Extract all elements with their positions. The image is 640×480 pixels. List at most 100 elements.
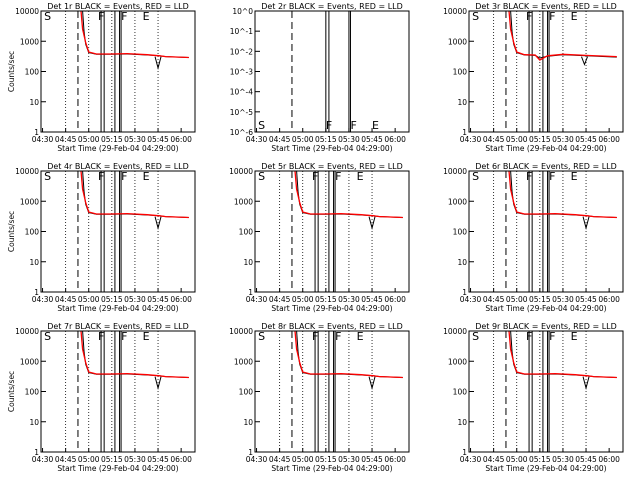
y-axis-label: Counts/sec — [7, 371, 16, 412]
events-dip — [582, 216, 590, 231]
x-tick-label: 05:45 — [575, 135, 597, 144]
x-tick-label: 06:00 — [170, 455, 192, 464]
y-tick-label: 1000 — [448, 357, 467, 366]
plot-frame — [40, 10, 196, 133]
x-tick-label: 05:45 — [575, 295, 597, 304]
y-axis-label: Counts/sec — [7, 211, 16, 252]
x-tick-label: 06:00 — [384, 295, 406, 304]
y-tick-label: 10^-3 — [230, 68, 254, 77]
lld-series-line — [508, 11, 617, 61]
x-tick-label: 05:30 — [338, 135, 360, 144]
x-tick-label: 05:30 — [338, 455, 360, 464]
events-dip — [368, 376, 376, 391]
lld-series-line — [80, 331, 189, 379]
marker-label: F — [121, 330, 127, 343]
x-tick-label: 05:30 — [552, 455, 574, 464]
x-tick-label: 05:15 — [101, 295, 123, 304]
x-tick-label: 05:30 — [552, 135, 574, 144]
events-dip — [154, 376, 162, 391]
marker-label: E — [571, 330, 578, 343]
y-tick-label: 10^-2 — [230, 47, 254, 56]
y-tick-label: 1000 — [20, 197, 39, 206]
x-tick-label: 04:45 — [269, 135, 291, 144]
x-tick-label: 04:30 — [246, 135, 268, 144]
x-tick-label: 05:00 — [506, 295, 528, 304]
x-axis-label: Start Time (29-Feb-04 04:29:00) — [271, 304, 392, 313]
x-tick-label: 05:30 — [338, 295, 360, 304]
x-tick-label: 06:00 — [384, 135, 406, 144]
y-axis-label: Counts/sec — [7, 51, 16, 92]
lld-series-line — [508, 171, 617, 219]
x-tick-label: 05:15 — [315, 455, 337, 464]
y-tick-label: 10 — [457, 418, 467, 427]
x-axis-label: Start Time (29-Feb-04 04:29:00) — [485, 304, 606, 313]
y-tick-label: 100 — [453, 68, 468, 77]
marker-label: S — [258, 330, 265, 343]
x-tick-label: 05:15 — [101, 135, 123, 144]
x-tick-label: 05:45 — [575, 455, 597, 464]
panel-title: Det 3r BLACK = Events, RED = LLD — [475, 2, 617, 11]
lld-series-line — [294, 171, 403, 219]
marker-label: E — [357, 330, 364, 343]
marker-label: F — [312, 330, 318, 343]
y-tick-label: 1000 — [234, 357, 253, 366]
x-tick-label: 05:00 — [78, 455, 100, 464]
y-tick-label: 10 — [457, 258, 467, 267]
marker-label: F — [549, 170, 555, 183]
x-axis-label: Start Time (29-Feb-04 04:29:00) — [57, 304, 178, 313]
marker-label: E — [143, 170, 150, 183]
y-tick-label: 10^-4 — [230, 88, 254, 97]
x-tick-label: 05:15 — [529, 135, 551, 144]
lld-series-line — [80, 171, 189, 219]
x-tick-label: 04:30 — [32, 295, 54, 304]
plot-frame — [254, 170, 410, 293]
x-tick-label: 06:00 — [598, 455, 620, 464]
x-tick-label: 04:30 — [460, 135, 482, 144]
x-tick-label: 05:30 — [124, 295, 146, 304]
y-tick-label: 10 — [29, 418, 39, 427]
plot-area — [493, 11, 617, 132]
y-tick-label: 10 — [243, 418, 253, 427]
marker-label: F — [526, 170, 532, 183]
events-dip — [154, 56, 162, 71]
x-tick-label: 04:45 — [269, 295, 291, 304]
panel-title: Det 9r BLACK = Events, RED = LLD — [475, 322, 617, 331]
marker-label: S — [472, 330, 479, 343]
x-tick-label: 05:30 — [124, 135, 146, 144]
events-dip — [154, 216, 162, 231]
x-tick-label: 05:45 — [147, 295, 169, 304]
marker-label: E — [143, 10, 150, 23]
marker-label: F — [549, 10, 555, 23]
x-axis-label: Start Time (29-Feb-04 04:29:00) — [57, 464, 178, 473]
x-tick-label: 05:30 — [124, 455, 146, 464]
y-tick-label: 10 — [457, 98, 467, 107]
x-tick-label: 04:30 — [246, 455, 268, 464]
x-tick-label: 06:00 — [598, 135, 620, 144]
x-tick-label: 05:15 — [315, 295, 337, 304]
y-tick-label: 10000 — [443, 167, 467, 176]
x-tick-label: 05:45 — [361, 455, 383, 464]
marker-label: F — [335, 170, 341, 183]
x-tick-label: 05:00 — [78, 295, 100, 304]
x-tick-label: 04:30 — [460, 455, 482, 464]
x-tick-label: 05:00 — [292, 455, 314, 464]
x-tick-label: 05:45 — [147, 135, 169, 144]
marker-label: F — [98, 170, 104, 183]
y-tick-label: 100 — [453, 388, 468, 397]
x-tick-label: 05:15 — [101, 455, 123, 464]
x-axis-label: Start Time (29-Feb-04 04:29:00) — [485, 464, 606, 473]
x-tick-label: 05:15 — [529, 455, 551, 464]
marker-label: F — [98, 10, 104, 23]
y-tick-label: 10^-5 — [230, 108, 254, 117]
x-tick-label: 04:30 — [460, 295, 482, 304]
y-tick-label: 10000 — [229, 327, 253, 336]
y-tick-label: 1 — [248, 288, 253, 297]
marker-label: F — [335, 330, 341, 343]
plot-frame — [468, 170, 624, 293]
plot-area — [65, 171, 189, 292]
marker-label: E — [571, 10, 578, 23]
events-dip — [581, 56, 588, 66]
plot-frame — [468, 10, 624, 133]
